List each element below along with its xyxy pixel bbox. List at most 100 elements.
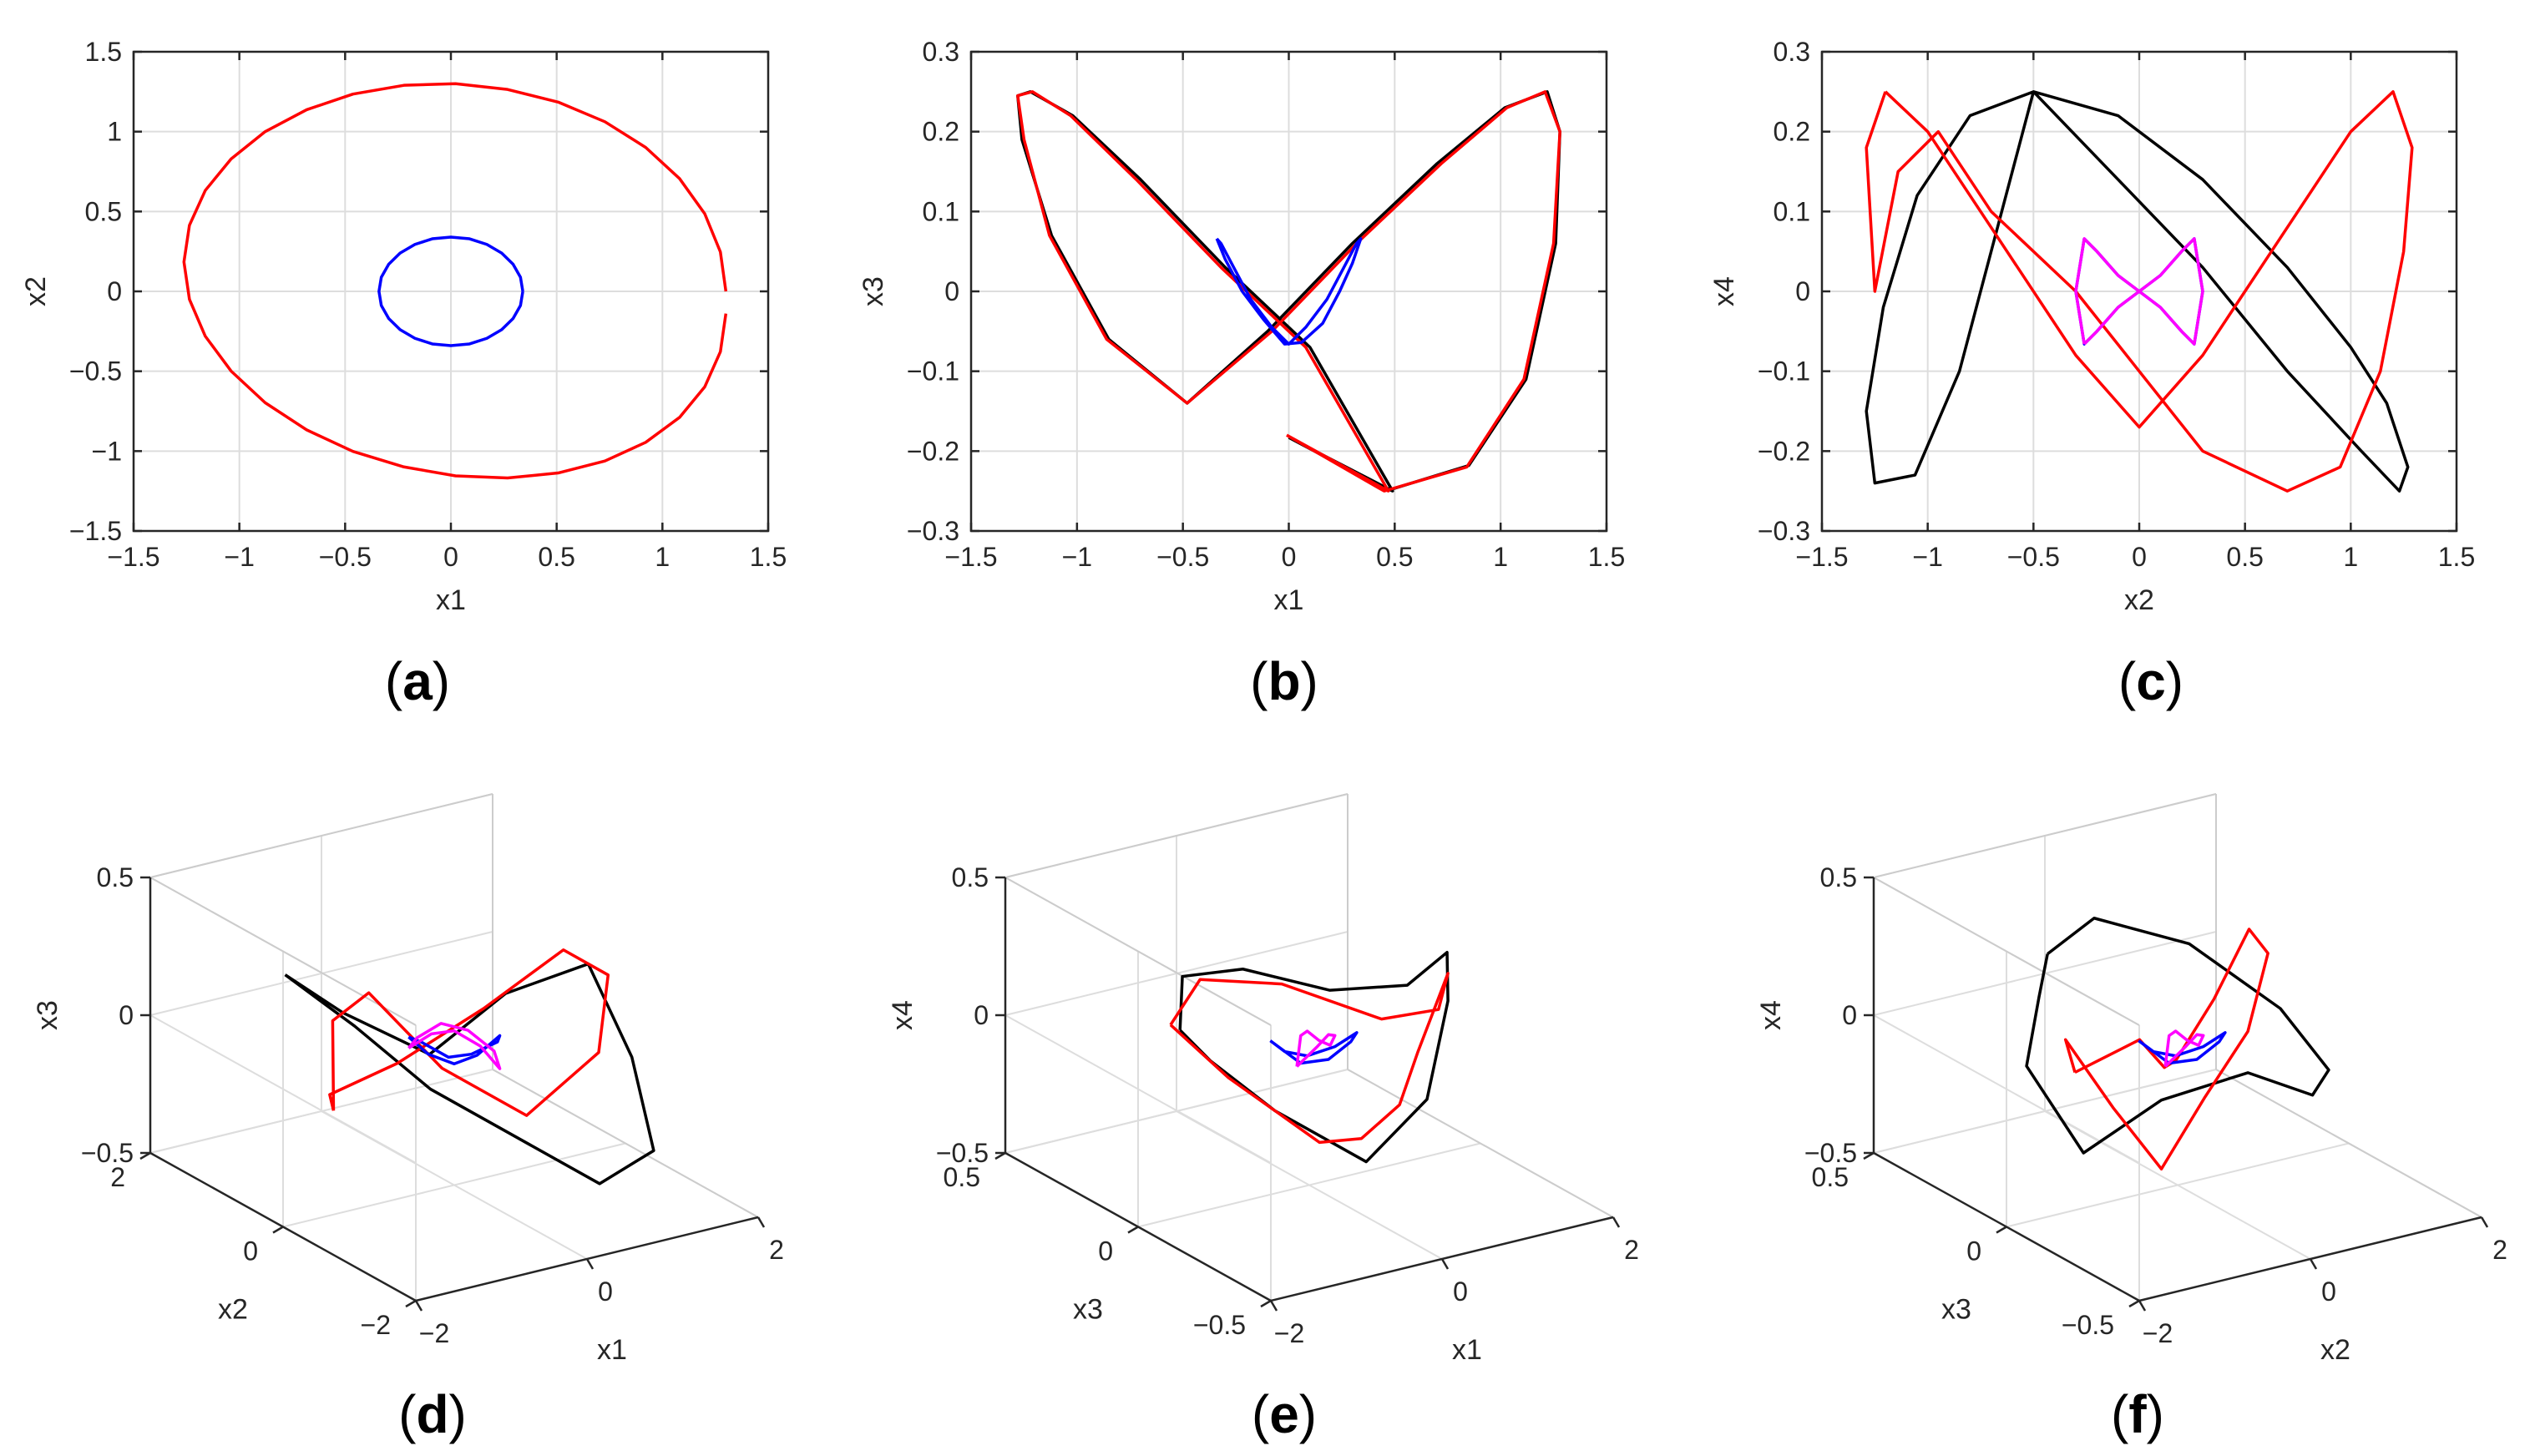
z-tick-label: 0 — [974, 1000, 989, 1030]
x-tick-label: −1.5 — [944, 542, 997, 572]
x-axis-label: x2 — [2124, 584, 2154, 616]
y-tick — [1260, 1299, 1272, 1308]
x-axis-label: x1 — [1274, 584, 1304, 616]
y-tick — [1127, 1226, 1139, 1234]
x-axis-label: x1 — [597, 1334, 627, 1366]
y-tick-label: −0.3 — [907, 516, 959, 546]
z-tick-label: 0.5 — [97, 862, 134, 892]
z-tick-label: −0.5 — [936, 1138, 989, 1168]
pane-edge — [1873, 877, 2140, 1026]
pane-edge — [2215, 1069, 2482, 1218]
series-line-black — [284, 962, 655, 1186]
y-tick-label: 0.1 — [1774, 196, 1810, 226]
y-tick-label: 0.1 — [923, 196, 959, 226]
y-axis-label: x2 — [20, 276, 52, 306]
x-tick-label: −0.5 — [1156, 542, 1209, 572]
y-tick-label: −0.2 — [1758, 436, 1810, 466]
x-tick-label: 1 — [1493, 542, 1508, 572]
x-tick-label: −1 — [224, 542, 254, 572]
x-tick-label: −0.5 — [2007, 542, 2060, 572]
floor-grid-y — [2006, 1142, 2350, 1228]
x-tick — [1269, 1300, 1278, 1312]
x-tick-label: −2 — [1274, 1318, 1304, 1348]
y-axis-label: x3 — [1941, 1294, 1971, 1326]
y-tick-label: −2 — [361, 1310, 391, 1340]
y-tick-label: −0.1 — [1758, 356, 1810, 387]
z-tick-label: 0 — [119, 1000, 134, 1030]
y-tick-label: 0 — [107, 276, 122, 306]
x-tick-label: 1 — [2343, 542, 2358, 572]
y-tick-label: 0.2 — [923, 117, 959, 147]
series-line-black — [1865, 90, 2410, 493]
series-line-black — [2025, 917, 2330, 1155]
x-tick-label: 0 — [1453, 1277, 1468, 1307]
x-tick-label: 1.5 — [2438, 542, 2475, 572]
y-tick-label: 0.5 — [1812, 1162, 1849, 1192]
x-tick-label: 0.5 — [538, 542, 574, 572]
z-tick-label: 0 — [1842, 1000, 1857, 1030]
z-tick-label: −0.5 — [1804, 1138, 1857, 1168]
panel-f-label: (f) — [2111, 1384, 2164, 1444]
y-tick-label: 0.5 — [85, 196, 122, 226]
y-tick — [405, 1299, 417, 1308]
x-tick — [756, 1216, 766, 1228]
x-tick-label: 2 — [1624, 1235, 1639, 1265]
y-axis-label: x3 — [1073, 1294, 1103, 1326]
floor-grid-y — [1137, 1142, 1481, 1228]
series-line-black — [1178, 950, 1450, 1164]
x-axis-label: x1 — [436, 584, 466, 616]
x-tick-label: 0 — [1282, 542, 1297, 572]
x-tick-label: 0 — [2321, 1277, 2336, 1307]
y-axis-label: x2 — [218, 1294, 248, 1326]
y-tick-label: 0.2 — [1774, 117, 1810, 147]
x-tick-label: 1.5 — [750, 542, 787, 572]
panel-c: −1.5 −1 −0.5 0 0.5 1 1.5 −0.3 −0.2 −0.1 0 0.1 0.2 0.3… — [1708, 37, 2475, 616]
y-tick-label: −0.2 — [907, 436, 959, 466]
y-tick-label: −0.3 — [1758, 516, 1810, 546]
y-axis-label: x4 — [1708, 276, 1740, 306]
pane-edge — [1347, 1069, 1614, 1218]
x-tick — [2480, 1216, 2489, 1228]
series-line-red — [328, 948, 610, 1117]
series-line-red — [1016, 90, 1561, 493]
x-tick — [1440, 1258, 1450, 1270]
series-line-magenta — [407, 1022, 502, 1070]
x-tick — [585, 1258, 595, 1270]
x-tick-label: −1.5 — [1795, 542, 1848, 572]
pane-edge — [1873, 793, 2217, 878]
series-line-red — [1169, 972, 1450, 1145]
z-axis-label: x3 — [32, 1000, 63, 1030]
series-line-blue — [407, 1034, 502, 1066]
y-tick-label: 0 — [1795, 276, 1810, 306]
panel-e-label: (e) — [1252, 1384, 1317, 1444]
series-line-blue — [2138, 1031, 2227, 1065]
pane-edge — [149, 793, 493, 878]
x-tick — [414, 1300, 423, 1312]
y-tick-label: 0 — [1098, 1236, 1113, 1266]
y-tick-label: 1 — [107, 117, 122, 147]
x-tick-label: 1.5 — [1588, 542, 1625, 572]
z-tick-label: 0.5 — [952, 862, 989, 892]
series-line-magenta — [2163, 1029, 2205, 1068]
series-line-blue — [377, 235, 524, 347]
pane-edge — [1004, 793, 1349, 878]
left-grid-z — [1873, 1014, 2140, 1164]
y-tick — [2128, 1299, 2140, 1308]
y-tick-label: −1.5 — [69, 516, 122, 546]
left-grid-z — [149, 1014, 417, 1164]
y-tick-label: 0 — [944, 276, 959, 306]
z-axis-label: x4 — [887, 1000, 918, 1030]
series-line-magenta — [2074, 237, 2204, 346]
x-tick-label: 0 — [598, 1277, 613, 1307]
y-tick — [1996, 1226, 2007, 1234]
y-tick — [272, 1226, 284, 1234]
y-tick-label: 1.5 — [85, 37, 122, 67]
y-tick-label: −0.1 — [907, 356, 959, 387]
panel-c-label: (c) — [2118, 651, 2183, 711]
x-tick-label: −0.5 — [319, 542, 372, 572]
x-tick-label: 1 — [655, 542, 670, 572]
